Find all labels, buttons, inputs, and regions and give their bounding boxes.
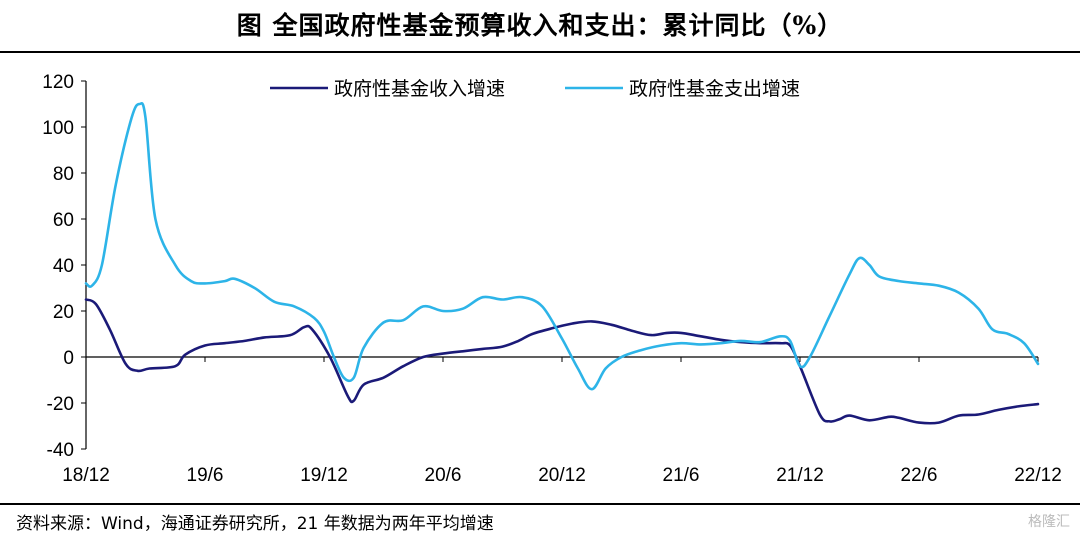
legend: 政府性基金收入增速 政府性基金支出增速	[270, 78, 800, 100]
y-tick-label: -40	[47, 440, 74, 461]
legend-label: 政府性基金收入增速	[334, 78, 505, 100]
chart: -40 -20 0 20 40 60 80 100 120 18/12 19/6 19/12 20/6…	[42, 72, 1062, 486]
legend-label: 政府性基金支出增速	[629, 78, 800, 100]
y-tick-label: 80	[53, 164, 74, 185]
x-tick-label: 19/12	[300, 465, 348, 486]
y-tick-label: -20	[47, 394, 74, 415]
x-tick-label: 18/12	[62, 465, 110, 486]
series-layer	[84, 102, 1040, 425]
y-tick-label: 20	[53, 302, 74, 323]
y-tick-label: 0	[63, 348, 74, 369]
x-tick-label: 19/6	[187, 465, 224, 486]
x-axis-ticks: 18/12 19/6 19/12 20/6 20/12 21/6 21/12 22/6 22/1…	[62, 357, 1062, 486]
source-note: 资料来源：Wind，海通证券研究所，21 年数据为两年平均增速	[16, 514, 494, 534]
series-line-revenue	[84, 298, 1040, 425]
chart-title: 图 全国政府性基金预算收入和支出：累计同比（%）	[236, 11, 844, 40]
x-tick-label: 20/12	[538, 465, 586, 486]
axes	[85, 81, 1038, 449]
x-tick-label: 21/12	[776, 465, 824, 486]
x-tick-label: 22/6	[901, 465, 938, 486]
title-divider	[0, 51, 1080, 53]
title-bar: 图 全国政府性基金预算收入和支出：累计同比（%）	[0, 0, 1080, 52]
source-divider	[0, 503, 1080, 505]
y-tick-label: 120	[42, 72, 74, 93]
watermark: 格隆汇	[1028, 514, 1070, 530]
y-tick-label: 100	[42, 118, 74, 139]
x-tick-label: 21/6	[663, 465, 700, 486]
y-axis-ticks: -40 -20 0 20 40 60 80 100 120	[42, 72, 86, 461]
series-line-expenditure	[84, 102, 1040, 391]
y-tick-label: 40	[53, 256, 74, 277]
y-tick-label: 60	[53, 210, 74, 231]
x-tick-label: 22/12	[1014, 465, 1062, 486]
x-tick-label: 20/6	[425, 465, 462, 486]
